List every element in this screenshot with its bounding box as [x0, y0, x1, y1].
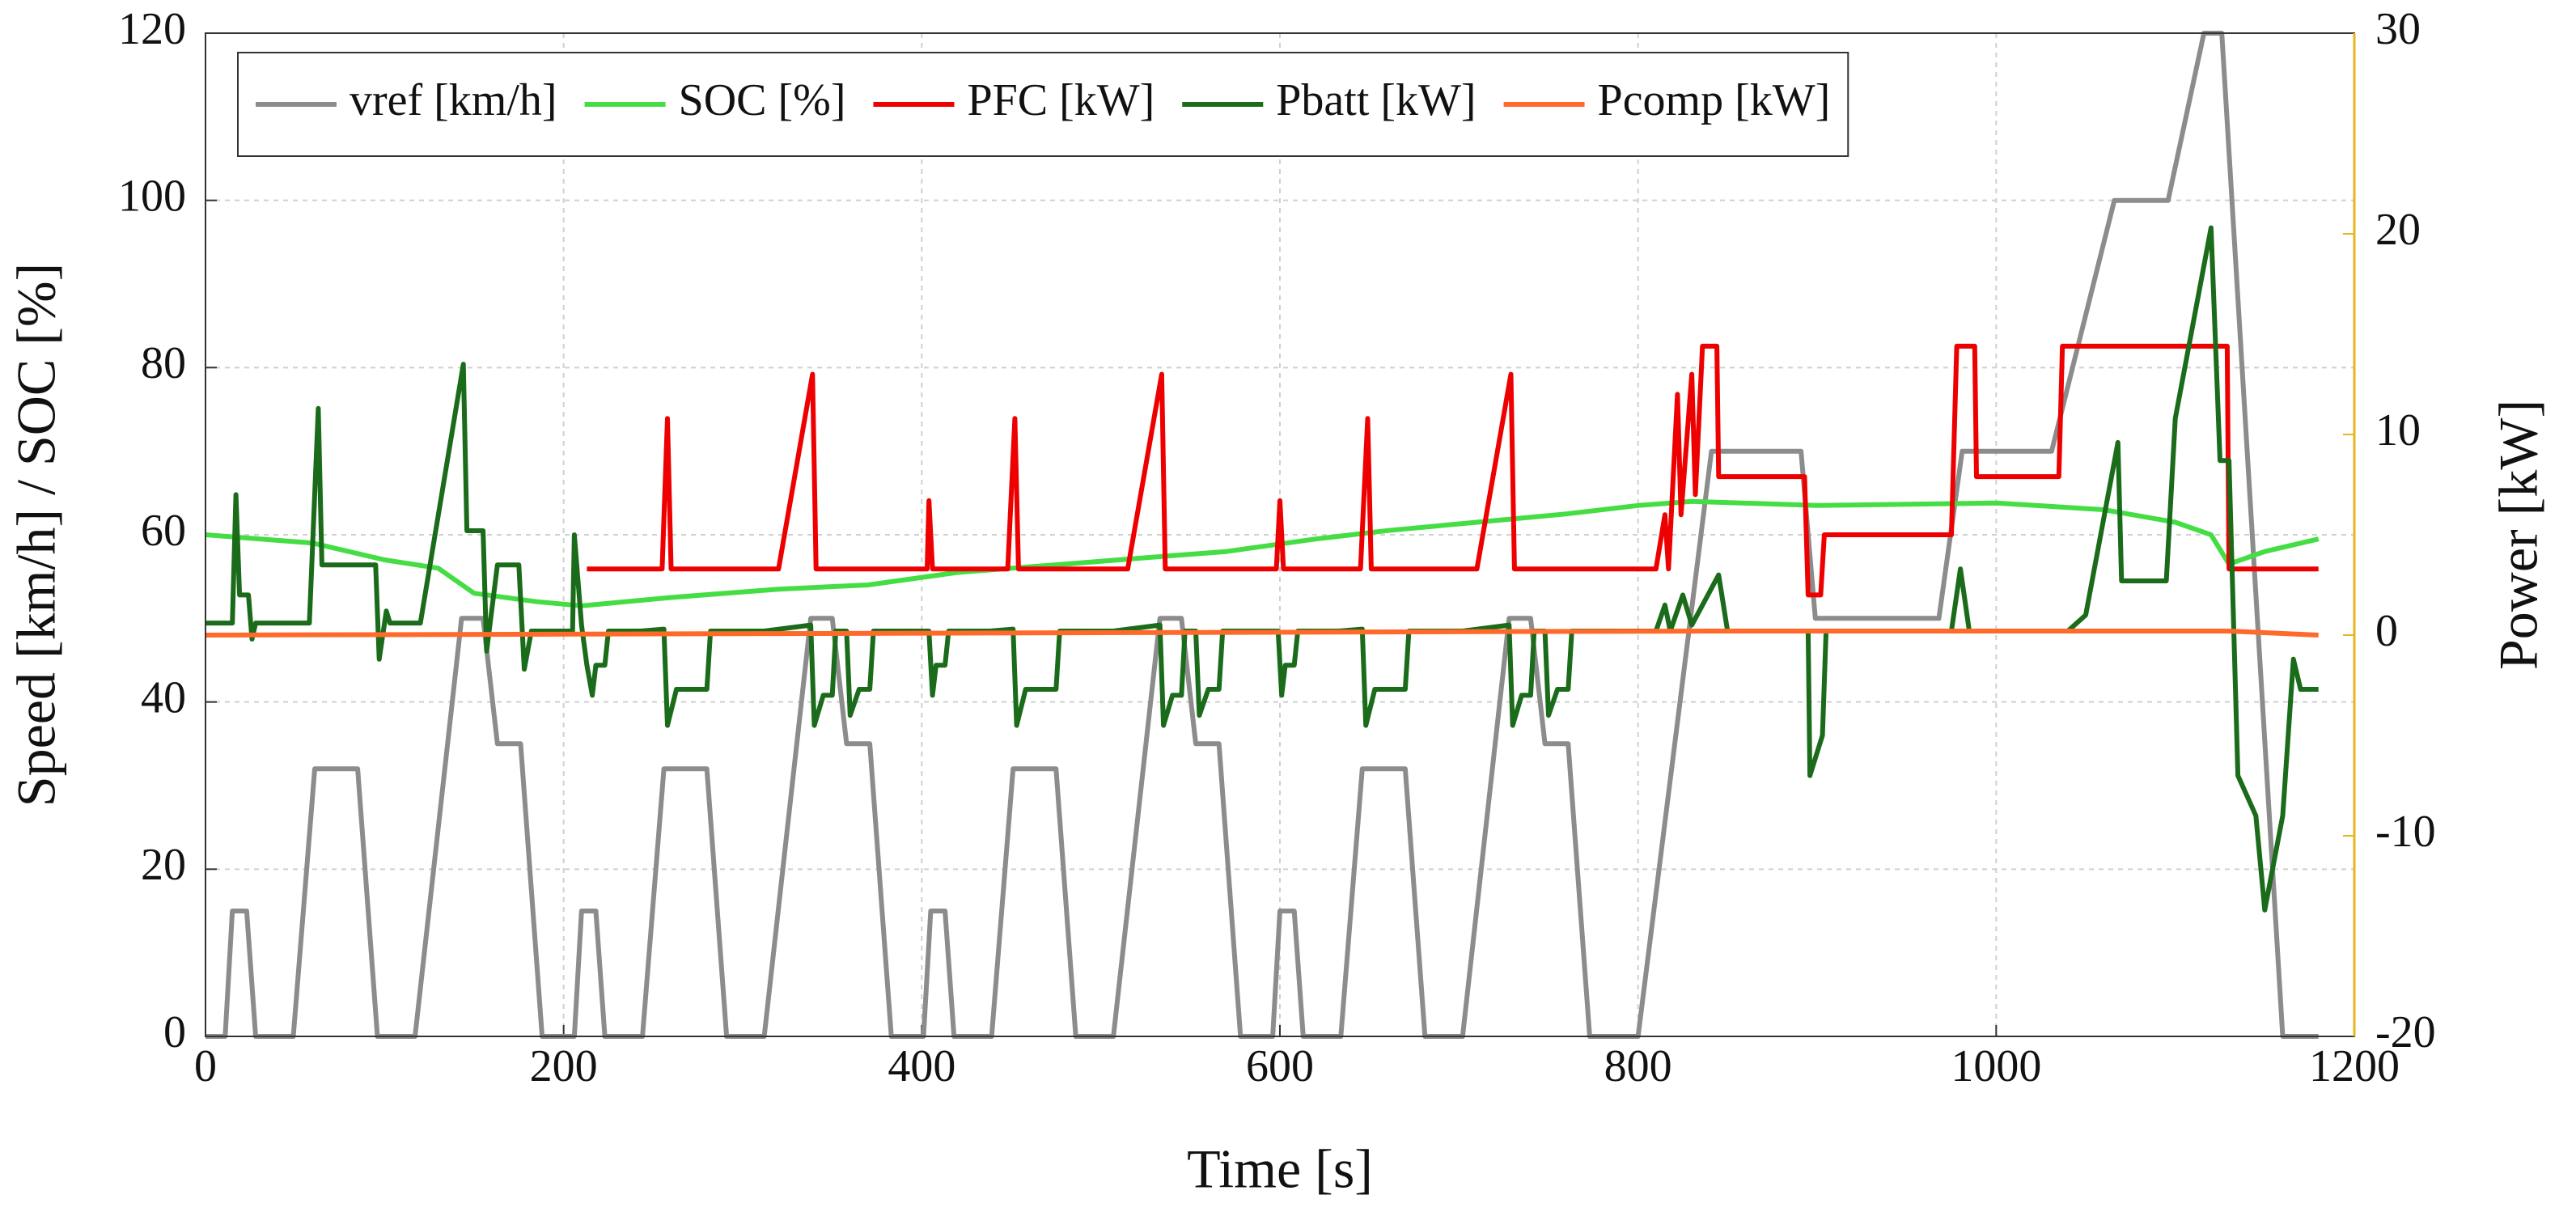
y-tick-label: 20: [141, 840, 186, 890]
y2-tick-label: -10: [2375, 807, 2436, 857]
legend-label: Pbatt [kW]: [1276, 75, 1476, 125]
y-axis-label: Speed [km/h] / SOC [%]: [6, 263, 67, 807]
y2-tick-label: 0: [2375, 606, 2398, 656]
series-line: [587, 343, 2319, 598]
y-tick-label: 40: [141, 673, 186, 723]
x-tick-label: 0: [194, 1041, 217, 1091]
y-tick-label: 120: [118, 4, 186, 54]
y2-tick-label: 30: [2375, 4, 2421, 54]
y-tick-label: 100: [118, 172, 186, 222]
legend-label: PFC [kW]: [967, 75, 1155, 125]
x-axis-label: Time [s]: [1187, 1138, 1373, 1200]
y2-tick-label: 10: [2375, 405, 2421, 455]
y-tick-label: 60: [141, 506, 186, 556]
y2-tick-label: 20: [2375, 205, 2421, 255]
legend-label: Pcomp [kW]: [1598, 75, 1831, 125]
series-line: [205, 629, 2319, 638]
x-tick-label: 800: [1604, 1041, 1672, 1091]
series-line: [205, 498, 2320, 608]
y-tick-label: 80: [141, 338, 186, 388]
x-tick-label: 200: [530, 1041, 598, 1091]
y-tick-label: 0: [163, 1007, 186, 1057]
legend-label: SOC [%]: [679, 75, 846, 125]
y2-axis-label: Power [kW]: [2488, 400, 2549, 670]
legend: vref [km/h] SOC [%] PFC [kW] Pbatt [kW] Pcom…: [237, 52, 1849, 157]
series-line: [205, 225, 2319, 913]
x-tick-label: 400: [888, 1041, 955, 1091]
legend-label: vref [km/h]: [350, 75, 557, 125]
x-tick-label: 1200: [2309, 1041, 2400, 1091]
x-tick-label: 1000: [1951, 1041, 2041, 1091]
x-tick-label: 600: [1246, 1041, 1314, 1091]
y2-tick-label: -20: [2375, 1007, 2436, 1057]
